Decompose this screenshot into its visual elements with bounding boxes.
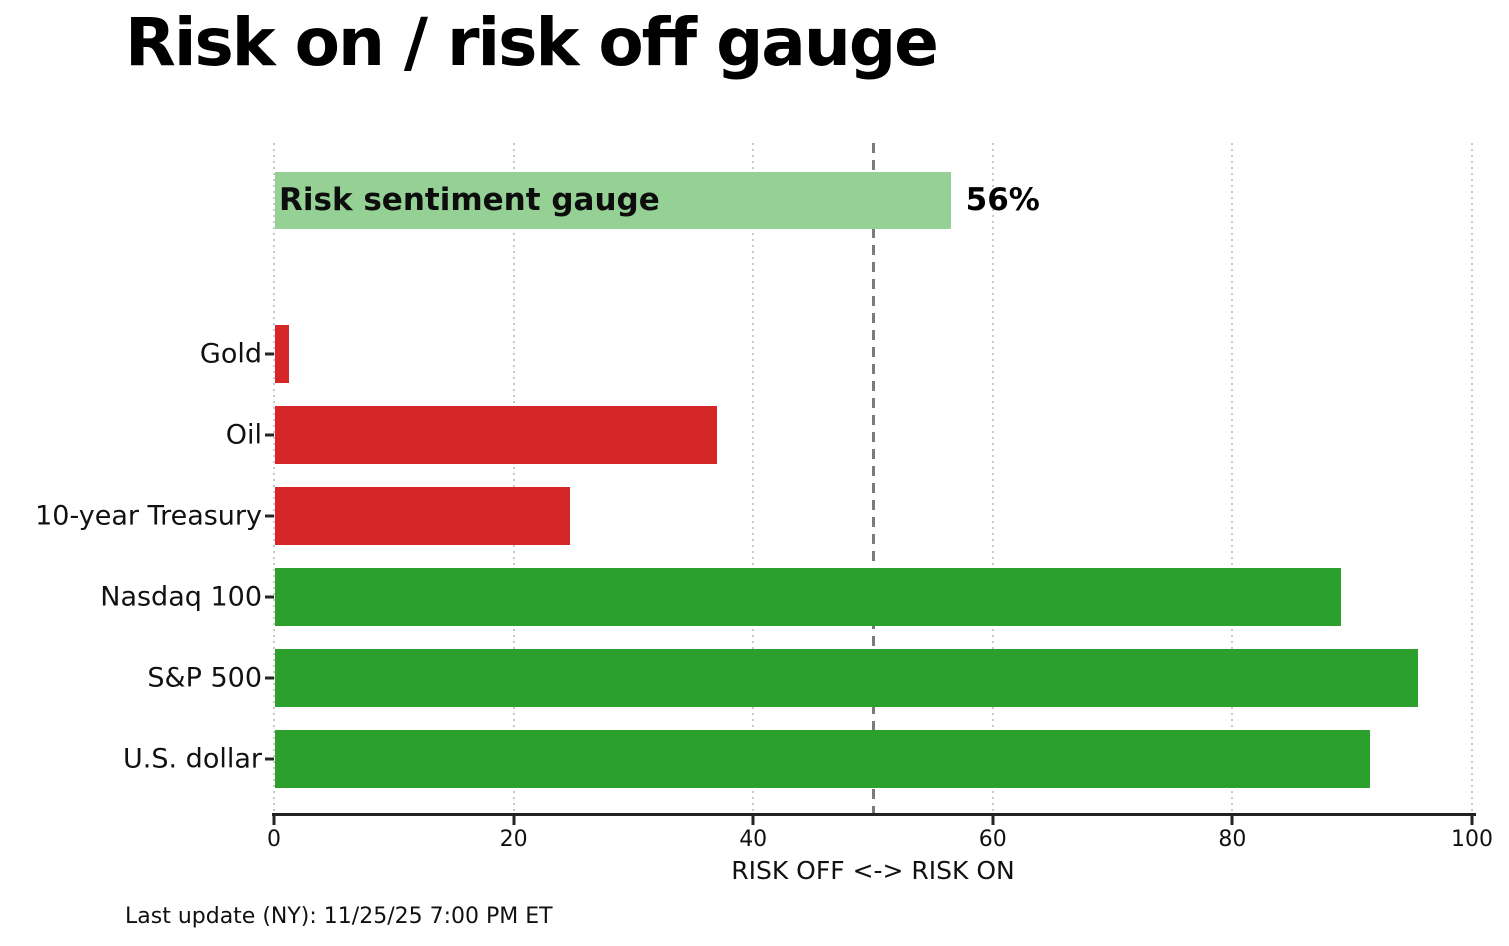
y-tick-mark — [265, 757, 274, 761]
gauge-bar-label: Risk sentiment gauge — [279, 182, 660, 218]
x-axis-line — [272, 813, 1476, 816]
last-update-note: Last update (NY): 11/25/25 7:00 PM ET — [125, 904, 553, 929]
y-tick-mark — [265, 433, 274, 437]
x-tick-mark — [751, 816, 755, 825]
y-tick-label: 10-year Treasury — [35, 500, 262, 532]
x-tick-label: 60 — [978, 827, 1007, 852]
x-tick-label: 40 — [739, 827, 768, 852]
x-tick-label: 100 — [1451, 827, 1493, 852]
y-tick-label: U.S. dollar — [123, 743, 262, 775]
chart-title: Risk on / risk off gauge — [125, 4, 939, 81]
x-tick-mark — [1470, 816, 1474, 825]
gridline — [752, 143, 755, 813]
gridline — [273, 143, 275, 813]
y-tick-label: Nasdaq 100 — [100, 581, 262, 613]
y-tick-label: Oil — [225, 419, 262, 451]
x-tick-mark — [1230, 816, 1234, 825]
gridline — [991, 143, 994, 813]
y-tick-mark — [265, 514, 274, 518]
x-tick-label: 0 — [267, 827, 281, 852]
x-tick-mark — [512, 816, 516, 825]
x-tick-mark — [272, 816, 276, 825]
bar — [275, 406, 718, 464]
x-tick-label: 80 — [1218, 827, 1247, 852]
x-tick-label: 20 — [499, 827, 528, 852]
y-tick-label: Gold — [199, 338, 262, 370]
bar — [275, 487, 570, 545]
gridline — [512, 143, 515, 813]
y-tick-mark — [265, 352, 274, 356]
y-tick-mark — [265, 676, 274, 680]
gauge-value-annotation: 56% — [965, 182, 1040, 218]
y-tick-mark — [265, 595, 274, 599]
bar — [275, 649, 1418, 707]
y-tick-label: S&P 500 — [147, 662, 262, 694]
x-tick-mark — [991, 816, 995, 825]
gridline — [1231, 143, 1234, 813]
bar — [275, 730, 1370, 788]
bar — [275, 325, 290, 383]
gridline — [1471, 143, 1473, 813]
gauge-bar — [275, 171, 951, 229]
bar — [275, 568, 1342, 626]
reference-line-50 — [871, 143, 875, 813]
x-axis-label: RISK OFF <-> RISK ON — [731, 856, 1015, 885]
